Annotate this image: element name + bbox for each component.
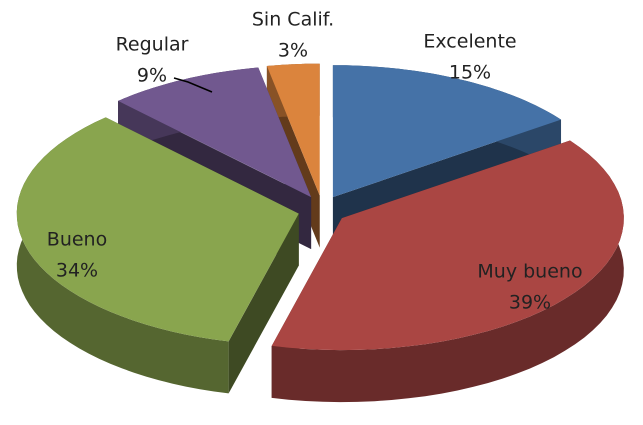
- slice: [16, 117, 299, 394]
- slice-value: 15%: [449, 62, 491, 84]
- slice-top: [16, 117, 299, 342]
- slice-top: [118, 67, 312, 198]
- slice: [271, 140, 624, 403]
- slice-value: 39%: [509, 292, 551, 314]
- slice-side: [228, 213, 299, 394]
- slice-top: [266, 63, 320, 196]
- slice-label: Regular: [116, 34, 189, 56]
- slice-wall: [271, 140, 624, 403]
- slice-label: Muy bueno: [477, 261, 582, 283]
- slice-value: 9%: [137, 65, 167, 87]
- leader-line: [173, 77, 213, 93]
- slice-top: [271, 140, 624, 351]
- slice-label: Excelente: [423, 31, 516, 53]
- slice-top: [332, 65, 561, 198]
- slice-value: 34%: [56, 260, 98, 282]
- labels: Excelente 15% Muy bueno 39% Bueno 34% Regular 9…: [47, 9, 583, 314]
- slice-value: 3%: [278, 40, 308, 62]
- slice-label: Bueno: [47, 229, 107, 251]
- slice-label: Sin Calif.: [252, 9, 334, 31]
- pie-walls: [16, 63, 624, 403]
